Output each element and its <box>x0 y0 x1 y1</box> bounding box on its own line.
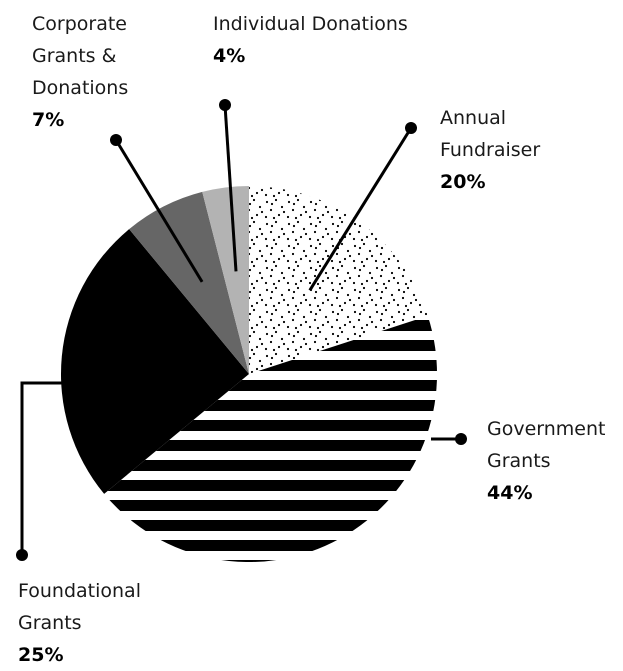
pie-slice-1 <box>249 186 428 374</box>
slice-label-5-line-1: Individual Donations <box>213 13 408 35</box>
slice-labels: Annual Fundraiser 20% Government Grants 44% Fo… <box>18 13 606 666</box>
leader-line-5 <box>223 104 238 272</box>
slice-label-3-line-2: Grants <box>18 612 82 634</box>
slice-label-4-line-1: Corporate <box>32 13 127 35</box>
slice-label-1-line-2: Fundraiser <box>440 139 540 161</box>
leader-dot-5 <box>219 99 231 111</box>
pie-slice-3 <box>60 229 250 494</box>
slice-value-label-5: 4% <box>213 45 245 67</box>
pie-slices <box>60 186 438 563</box>
leader-line-1 <box>308 127 413 292</box>
slice-value-label-1: 20% <box>440 171 485 193</box>
pie-slice-5 <box>202 186 249 374</box>
pie-slice-4 <box>129 191 249 374</box>
slice-label-1-line-1: Annual <box>440 107 506 129</box>
leader-line-3 <box>20 381 71 555</box>
slice-label-2-line-2: Grants <box>487 450 551 472</box>
leader-dot-2 <box>455 433 467 445</box>
slice-label-3-line-1: Foundational <box>18 580 141 602</box>
leader-dot-3 <box>16 549 28 561</box>
leader-lines <box>16 99 467 561</box>
slice-value-label-4: 7% <box>32 109 64 131</box>
leader-line-4 <box>114 139 204 283</box>
slice-value-label-3: 25% <box>18 644 63 666</box>
leader-dot-4 <box>110 134 122 146</box>
slice-label-4-line-3: Donations <box>32 77 128 99</box>
leader-dot-1 <box>405 122 417 134</box>
slice-value-label-2: 44% <box>487 482 532 504</box>
pie-slice-2 <box>104 315 438 563</box>
slice-label-4-line-2: Grants & <box>32 45 117 67</box>
slice-label-2-line-1: Government <box>487 418 606 440</box>
